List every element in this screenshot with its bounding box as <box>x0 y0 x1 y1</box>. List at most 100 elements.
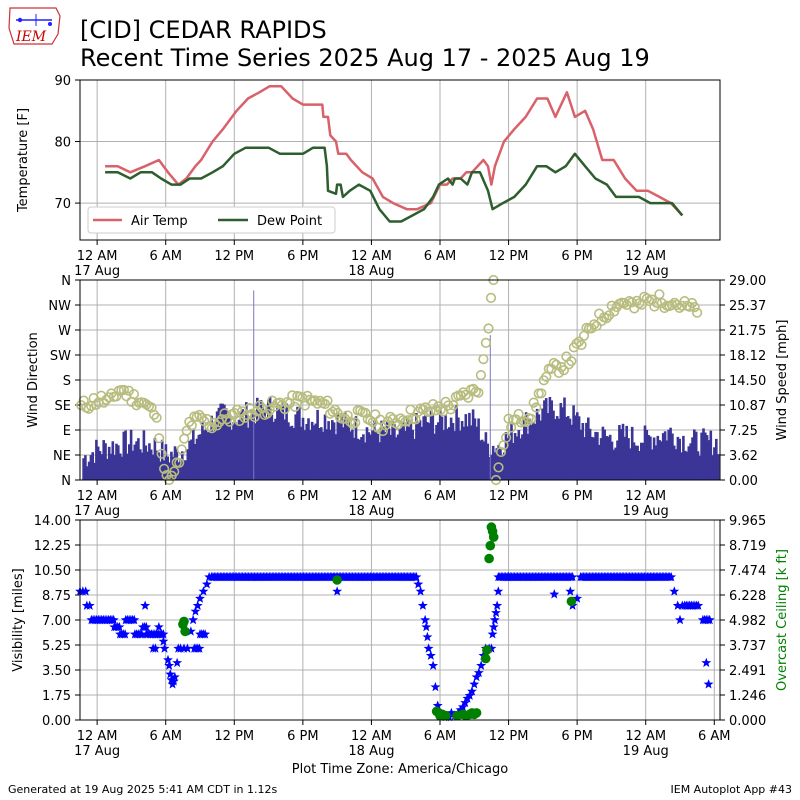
wind-speed-bar <box>715 438 718 480</box>
panel-frame <box>79 279 721 481</box>
x-tick-date-label: 19 Aug <box>623 504 669 519</box>
ceiling-tick-label: 7.474 <box>729 564 766 579</box>
x-tick-label: 6 AM <box>424 249 457 264</box>
wind-direction-tick-label: NW <box>48 299 71 314</box>
wind-speed-bar <box>583 437 586 480</box>
visibility-marker <box>428 660 439 670</box>
visibility-marker <box>567 571 578 582</box>
wind-speed-bar <box>85 466 89 480</box>
wind-speed-bar <box>215 411 219 480</box>
wind-speed-bar <box>446 428 449 480</box>
x-tick-date-label: 17 Aug <box>74 504 120 519</box>
wind-speed-bar <box>711 455 714 480</box>
wind-direction-marker <box>149 409 160 420</box>
visibility-marker <box>666 571 677 582</box>
wind-speed-tick-label: 10.87 <box>729 399 766 414</box>
wind-speed-bar <box>526 433 530 480</box>
x-tick-label: 12 AM <box>77 249 118 264</box>
wind-speed-bar <box>477 418 480 480</box>
x-tick-label: 12 AM <box>77 729 118 744</box>
visibility-marker <box>190 606 201 616</box>
visibility-marker <box>168 676 179 686</box>
wind-direction-marker <box>553 367 565 379</box>
x-tick-label: 6 PM <box>287 489 318 504</box>
wind-speed-bar <box>265 419 268 480</box>
wind-speed-bar <box>554 419 557 480</box>
wind-direction-marker <box>141 399 152 410</box>
wind-speed-bar <box>201 421 204 480</box>
wind-speed-bar <box>279 406 283 480</box>
wind-speed-bar <box>184 460 188 480</box>
wind-speed-bar <box>374 430 378 480</box>
wind-speed-bar <box>89 455 93 480</box>
visibility-marker <box>159 643 170 653</box>
ceiling-tick-label: 2.491 <box>729 664 766 679</box>
wind-speed-bar <box>149 449 153 480</box>
wind-speed-bar <box>630 426 634 480</box>
temperature-tick-label: 80 <box>54 136 71 151</box>
wind-speed-bar <box>698 455 702 480</box>
x-tick-label: 12 AM <box>351 249 392 264</box>
visibility-marker <box>464 690 475 700</box>
ceiling-tick-label: 4.982 <box>729 614 766 629</box>
wind-speed-bar <box>213 426 217 480</box>
wind-speed-bar <box>561 407 564 480</box>
visibility-marker <box>198 586 209 596</box>
wind-direction-marker <box>619 298 630 309</box>
wind-speed-bar <box>270 414 274 480</box>
wind-speed-bar <box>298 407 301 480</box>
wind-speed-bar <box>122 431 126 480</box>
wind-direction-marker <box>186 420 197 431</box>
wind-speed-bar <box>135 441 138 480</box>
wind-speed-bar <box>117 445 120 480</box>
wind-direction-marker <box>118 384 129 396</box>
visibility-marker <box>672 600 683 610</box>
wind-speed-bar <box>429 410 433 480</box>
wind-direction-marker <box>435 404 446 415</box>
wind-speed-bar <box>294 414 297 480</box>
wind-speed-tick-label: 25.37 <box>729 299 766 314</box>
wind-speed-bar <box>124 430 127 480</box>
visibility-marker <box>476 660 487 670</box>
wind-speed-bar <box>683 450 687 480</box>
wind-speed-bar <box>528 418 532 480</box>
wind-speed-bar <box>475 426 478 480</box>
wind-speed-bar <box>565 417 568 480</box>
wind-speed-bar <box>314 423 318 480</box>
wind-speed-bar <box>268 396 272 480</box>
wind-speed-bar <box>661 433 665 480</box>
x-tick-label: 12 AM <box>77 489 118 504</box>
wind-speed-bar <box>142 430 146 480</box>
wind-speed-bar <box>170 451 173 480</box>
wind-speed-bar <box>82 458 85 480</box>
wind-speed-bar <box>263 410 266 480</box>
wind-speed-bar <box>654 445 658 480</box>
wind-speed-bar <box>543 400 546 480</box>
x-tick-label: 12 AM <box>351 489 392 504</box>
wind-speed-bar <box>384 432 387 480</box>
wind-speed-bar <box>407 426 411 480</box>
wind-direction-marker <box>174 457 185 468</box>
ceiling-marker <box>440 710 451 721</box>
wind-direction-marker <box>289 401 301 412</box>
wind-speed-bar <box>510 422 513 480</box>
visibility-marker <box>422 631 433 642</box>
wind-speed-bar <box>299 426 303 480</box>
wind-speed-bar <box>597 444 601 480</box>
wind-speed-bar <box>647 435 650 480</box>
wind-speed-bar <box>396 434 400 480</box>
visibility-tick-label: 1.75 <box>42 689 71 704</box>
wind-direction-marker <box>345 416 356 427</box>
x-tick-label: 6 AM <box>149 729 182 744</box>
wind-speed-bar <box>109 453 113 480</box>
wind-speed-bar <box>267 400 270 480</box>
wind-speed-bar <box>345 417 349 480</box>
visibility-marker <box>471 671 482 682</box>
wind-speed-bar <box>544 398 548 480</box>
wind-speed-bar <box>448 427 451 480</box>
visibility-marker <box>164 660 175 670</box>
wind-direction-marker <box>350 417 361 428</box>
wind-speed-bar <box>590 436 594 480</box>
logo-text: IEM <box>16 29 47 45</box>
wind-speed-bar <box>349 431 352 480</box>
